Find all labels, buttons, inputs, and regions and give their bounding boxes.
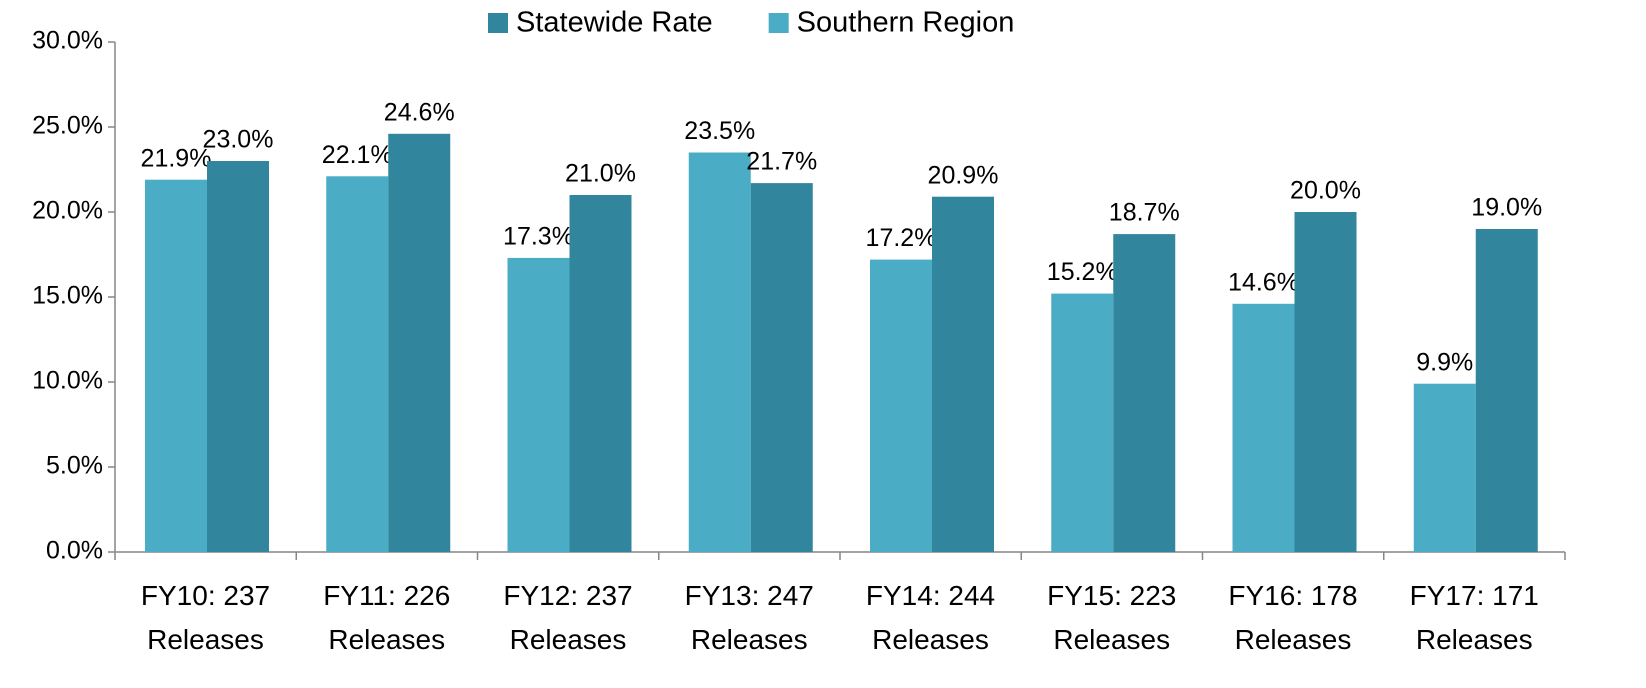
value-label: 21.0% (565, 160, 636, 188)
y-tick-label: 10.0% (32, 367, 103, 395)
bar (1413, 383, 1476, 552)
value-label: 14.6% (1228, 268, 1299, 296)
bar (145, 179, 207, 552)
value-label: 21.9% (141, 144, 212, 172)
value-label: 20.0% (1290, 177, 1361, 205)
bar (326, 176, 389, 553)
bar (388, 133, 451, 553)
bar (1475, 229, 1538, 552)
bar (750, 183, 813, 552)
legend-label: Southern Region (797, 7, 1015, 39)
x-tick-label: FY12: 237 Releases (503, 580, 633, 655)
x-tick-label: FY16: 178 Releases (1228, 580, 1358, 655)
bar (507, 257, 570, 552)
value-label: 23.5% (684, 117, 755, 145)
x-tick-label: FY15: 223 Releases (1047, 580, 1177, 655)
x-tick-label: FY14: 244 Releases (865, 580, 996, 655)
x-tick-label: FY13: 247 Releases (684, 580, 814, 655)
bar (1113, 234, 1176, 552)
bar (1051, 293, 1114, 552)
x-tick-label: FY17: 171 Releases (1409, 580, 1539, 655)
bar (870, 259, 932, 552)
y-tick-label: 5.0% (46, 452, 103, 480)
value-label: 17.2% (866, 224, 937, 252)
y-tick-label: 20.0% (32, 197, 103, 225)
value-label: 21.7% (746, 148, 817, 176)
bar (688, 152, 751, 552)
legend-swatch (488, 13, 508, 33)
x-tick-label: FY10: 237 Releases (140, 580, 271, 655)
legend-label: Statewide Rate (516, 7, 713, 39)
bar (207, 161, 269, 552)
value-label: 22.1% (322, 141, 393, 169)
bar (569, 195, 632, 552)
value-label: 24.6% (384, 98, 455, 126)
y-tick-label: 0.0% (46, 537, 103, 565)
value-label: 15.2% (1047, 258, 1118, 286)
y-tick-label: 25.0% (32, 112, 103, 140)
bar (1294, 212, 1357, 552)
x-tick-label: FY11: 226 Releases (323, 580, 451, 655)
value-label: 17.3% (503, 223, 574, 251)
value-label: 18.7% (1109, 199, 1180, 227)
value-label: 9.9% (1416, 348, 1473, 376)
bar (1232, 303, 1295, 552)
legend-swatch (768, 13, 789, 33)
value-label: 20.9% (928, 161, 999, 189)
value-label: 19.0% (1471, 194, 1542, 222)
y-tick-label: 15.0% (32, 282, 103, 310)
bar (932, 196, 994, 552)
value-label: 23.0% (203, 126, 274, 154)
y-tick-label: 30.0% (32, 27, 103, 55)
